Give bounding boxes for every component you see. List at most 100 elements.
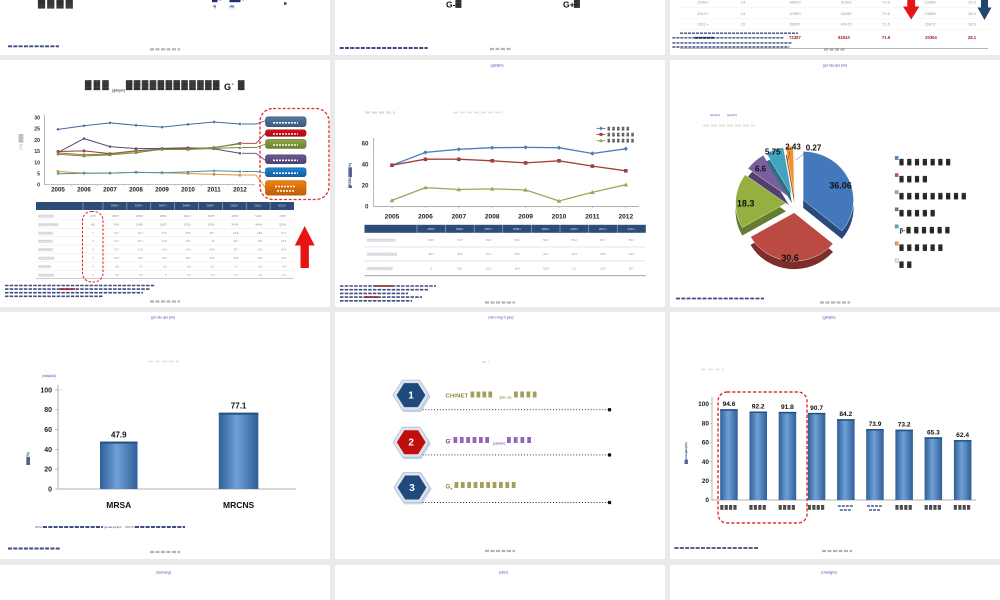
svg-text:2009: 2009 [155, 187, 169, 194]
svg-text:40: 40 [44, 447, 52, 454]
svg-text:92.2: 92.2 [752, 404, 765, 411]
svg-text:CHINET: CHINET [446, 393, 469, 399]
svg-text:16.6: 16.6 [281, 249, 286, 252]
svg-text:2012: 2012 [233, 187, 247, 194]
svg-text:34.2: 34.2 [629, 252, 635, 256]
svg-text:2: 2 [92, 274, 94, 277]
svg-text:40: 40 [362, 162, 369, 169]
svg-text:5: 5 [37, 172, 40, 178]
svg-text:(nèi róng tí yào): (nèi róng tí yào) [488, 316, 513, 320]
svg-text:(jiān cè): (jiān cè) [500, 395, 512, 399]
svg-text:(%) ▓▓▓: (%) ▓▓▓ [18, 134, 24, 150]
svg-text:12480: 12480 [136, 223, 144, 226]
svg-text:2008 ▪: 2008 ▪ [183, 204, 191, 208]
svg-text:2010: 2010 [552, 214, 567, 221]
svg-text:▓▓▓▓: ▓▓▓▓ [507, 437, 534, 444]
svg-text:36.06: 36.06 [829, 181, 852, 191]
svg-text:15: 15 [741, 22, 746, 27]
svg-text:26.5: 26.5 [186, 232, 191, 235]
svg-text:2011 ▪: 2011 ▪ [697, 22, 709, 27]
svg-text:5.1: 5.1 [139, 274, 143, 277]
svg-text:(pú táo-qiú jūn): (pú táo-qiú jūn) [823, 64, 847, 68]
svg-text:90.7: 90.7 [810, 405, 823, 412]
svg-text:15.8: 15.8 [210, 249, 215, 252]
svg-text:20: 20 [44, 467, 52, 474]
svg-text:30.6: 30.6 [781, 253, 799, 263]
svg-text:14.3: 14.3 [257, 257, 262, 260]
svg-text:24034: 24034 [231, 223, 239, 226]
svg-text:43870: 43870 [231, 215, 239, 218]
svg-text:10.3: 10.3 [114, 257, 119, 260]
svg-text:18.5: 18.5 [281, 240, 286, 243]
svg-text:MRSA:: MRSA: [35, 525, 43, 529]
svg-text:2006: 2006 [77, 187, 91, 194]
svg-text:2010: 2010 [181, 187, 195, 194]
svg-text:5.75: 5.75 [765, 148, 781, 157]
svg-text:***: *** [219, 0, 222, 3]
svg-text:▒▒▒▒▒▒▒▒▒▒▒▒▒▒▒▒▒▒▒▒▒: ▒▒▒▒▒▒▒▒▒▒▒▒▒▒▒▒▒▒▒▒▒ [367, 252, 398, 256]
svg-text:▓▓▓▓: ▓▓▓▓ [954, 504, 972, 510]
svg-text:16.1: 16.1 [233, 240, 238, 243]
svg-text:34282: 34282 [840, 11, 852, 16]
svg-text:77.1: 77.1 [231, 402, 247, 411]
svg-text:(wúzhì): (wúzhì) [727, 113, 737, 117]
svg-text:▒▒▒▒▒▒▒▒▒▒▒▒▒▒▒▒▒▒: ▒▒▒▒▒▒▒▒▒▒▒▒▒▒▒▒▒▒ [367, 267, 393, 271]
svg-text:2010 ▪: 2010 ▪ [697, 11, 709, 16]
svg-text:45.2: 45.2 [457, 252, 463, 256]
svg-text:29075: 29075 [112, 215, 120, 218]
svg-text:▒▒▒▒▒▒▒▒▒▒: ▒▒▒▒▒▒▒▒▒▒ [38, 248, 53, 252]
svg-text:13.4: 13.4 [162, 249, 167, 252]
svg-text:71.0: 71.0 [882, 0, 891, 5]
svg-text:▒▒▒▒▒▒▒▒▒▒▒: ▒▒▒▒▒▒▒▒▒▒▒ [38, 273, 54, 277]
svg-text:42415: 42415 [840, 22, 852, 27]
svg-text:11.5: 11.5 [210, 257, 215, 260]
svg-text:13.6: 13.6 [600, 267, 606, 271]
svg-text:26.3: 26.3 [138, 232, 143, 235]
svg-text:40670: 40670 [789, 0, 801, 5]
svg-text:15: 15 [34, 149, 40, 155]
svg-text:54.6: 54.6 [486, 238, 492, 242]
svg-text:30213: 30213 [184, 215, 192, 218]
svg-text:3: 3 [409, 483, 415, 494]
svg-text:25: 25 [34, 127, 40, 133]
svg-text:(A): (A) [230, 5, 235, 9]
svg-text:2006: 2006 [418, 214, 433, 221]
svg-text:(pú táo qiú jūn): (pú táo qiú jūn) [104, 525, 121, 529]
svg-text:▓▓(mǐngǎn)(%): ▓▓(mǐngǎn)(%) [684, 442, 688, 464]
svg-text:28.0: 28.0 [257, 232, 262, 235]
svg-text:59287: 59287 [789, 22, 801, 27]
svg-text:+: + [450, 487, 453, 492]
svg-text:60: 60 [702, 440, 710, 447]
svg-text:39.1: 39.1 [429, 252, 435, 256]
svg-text:0: 0 [705, 497, 709, 504]
svg-text:(nàiyàolǜ): (nàiyàolǜ) [42, 373, 56, 378]
svg-text:40: 40 [702, 459, 710, 466]
svg-text:94.6: 94.6 [723, 401, 736, 408]
svg-text:38.6: 38.6 [600, 252, 606, 256]
svg-text:7048: 7048 [113, 223, 119, 226]
svg-text:2012 ▪: 2012 ▪ [628, 227, 636, 231]
svg-text:2175: 2175 [90, 215, 96, 218]
svg-text:71.5: 71.5 [882, 22, 891, 27]
svg-text:0: 0 [48, 486, 52, 493]
svg-text:15228: 15228 [184, 223, 192, 226]
svg-text:29.3: 29.3 [968, 0, 977, 5]
svg-text:40443: 40443 [255, 223, 263, 226]
svg-text:2009 ▪: 2009 ▪ [697, 0, 709, 5]
svg-text:G: G [446, 484, 451, 490]
svg-text:▓▓▓▓: ▓▓▓▓ [900, 175, 931, 182]
svg-text:16.2: 16.2 [486, 267, 492, 271]
svg-text:25.7: 25.7 [210, 232, 215, 235]
svg-text:13637: 13637 [160, 223, 168, 226]
svg-text:13.8: 13.8 [162, 240, 167, 243]
svg-text:▓▓▓▓▓▓▓: ▓▓▓▓▓▓▓ [900, 158, 954, 165]
svg-text:▓▓▓▓: ▓▓▓▓ [808, 504, 826, 510]
svg-text:2009: 2009 [518, 214, 533, 221]
svg-text:10.6: 10.6 [138, 257, 143, 260]
svg-text:41.4: 41.4 [543, 252, 549, 256]
svg-text:(xìiūn): (xìiūn) [499, 570, 508, 574]
svg-text:55.3: 55.3 [629, 238, 635, 242]
svg-text:2: 2 [408, 438, 414, 449]
svg-text:31502: 31502 [840, 0, 852, 5]
svg-text:34075: 34075 [207, 215, 215, 218]
